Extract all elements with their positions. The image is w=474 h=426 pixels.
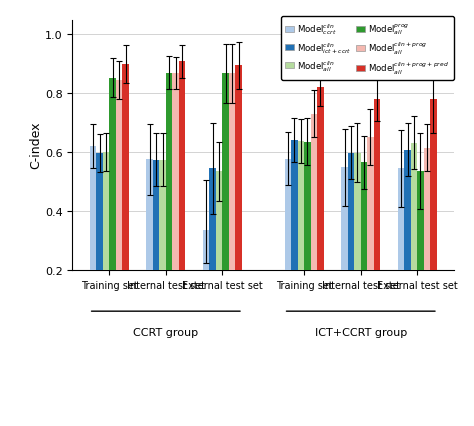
Bar [96,153,103,270]
Bar [103,153,109,270]
Bar [285,159,291,270]
Bar [203,230,210,270]
Bar [354,153,361,270]
Bar [411,143,417,270]
Bar [430,100,437,270]
Bar [341,168,348,270]
Bar [398,169,404,270]
Bar [210,169,216,270]
Bar [404,150,411,270]
Bar [109,78,116,270]
Bar [361,163,367,270]
Bar [122,65,129,270]
Bar [159,160,166,270]
Bar [153,160,159,270]
Bar [374,100,380,270]
Bar [304,142,311,270]
Y-axis label: C-index: C-index [29,122,42,169]
Bar [367,138,374,270]
Bar [424,148,430,270]
Bar [216,172,222,270]
Bar [166,73,173,270]
Bar [146,160,153,270]
Bar [90,146,96,270]
Bar [348,153,354,270]
Bar [179,62,185,270]
Bar [222,74,229,270]
Bar [235,66,242,270]
Bar [311,115,317,270]
Bar [291,141,298,270]
Bar [417,172,424,270]
Bar [298,142,304,270]
Bar [317,88,324,270]
Bar [173,74,179,270]
Text: CCRT group: CCRT group [133,328,199,338]
Bar [116,81,122,270]
Bar [229,74,235,270]
Text: ICT+CCRT group: ICT+CCRT group [315,328,407,338]
Legend: Model$^{clin}_{ccrt}$, Model$^{clin}_{ict+ccrt}$, Model$^{clin}_{all}$, Model$^{: Model$^{clin}_{ccrt}$, Model$^{clin}_{ic… [281,17,454,81]
